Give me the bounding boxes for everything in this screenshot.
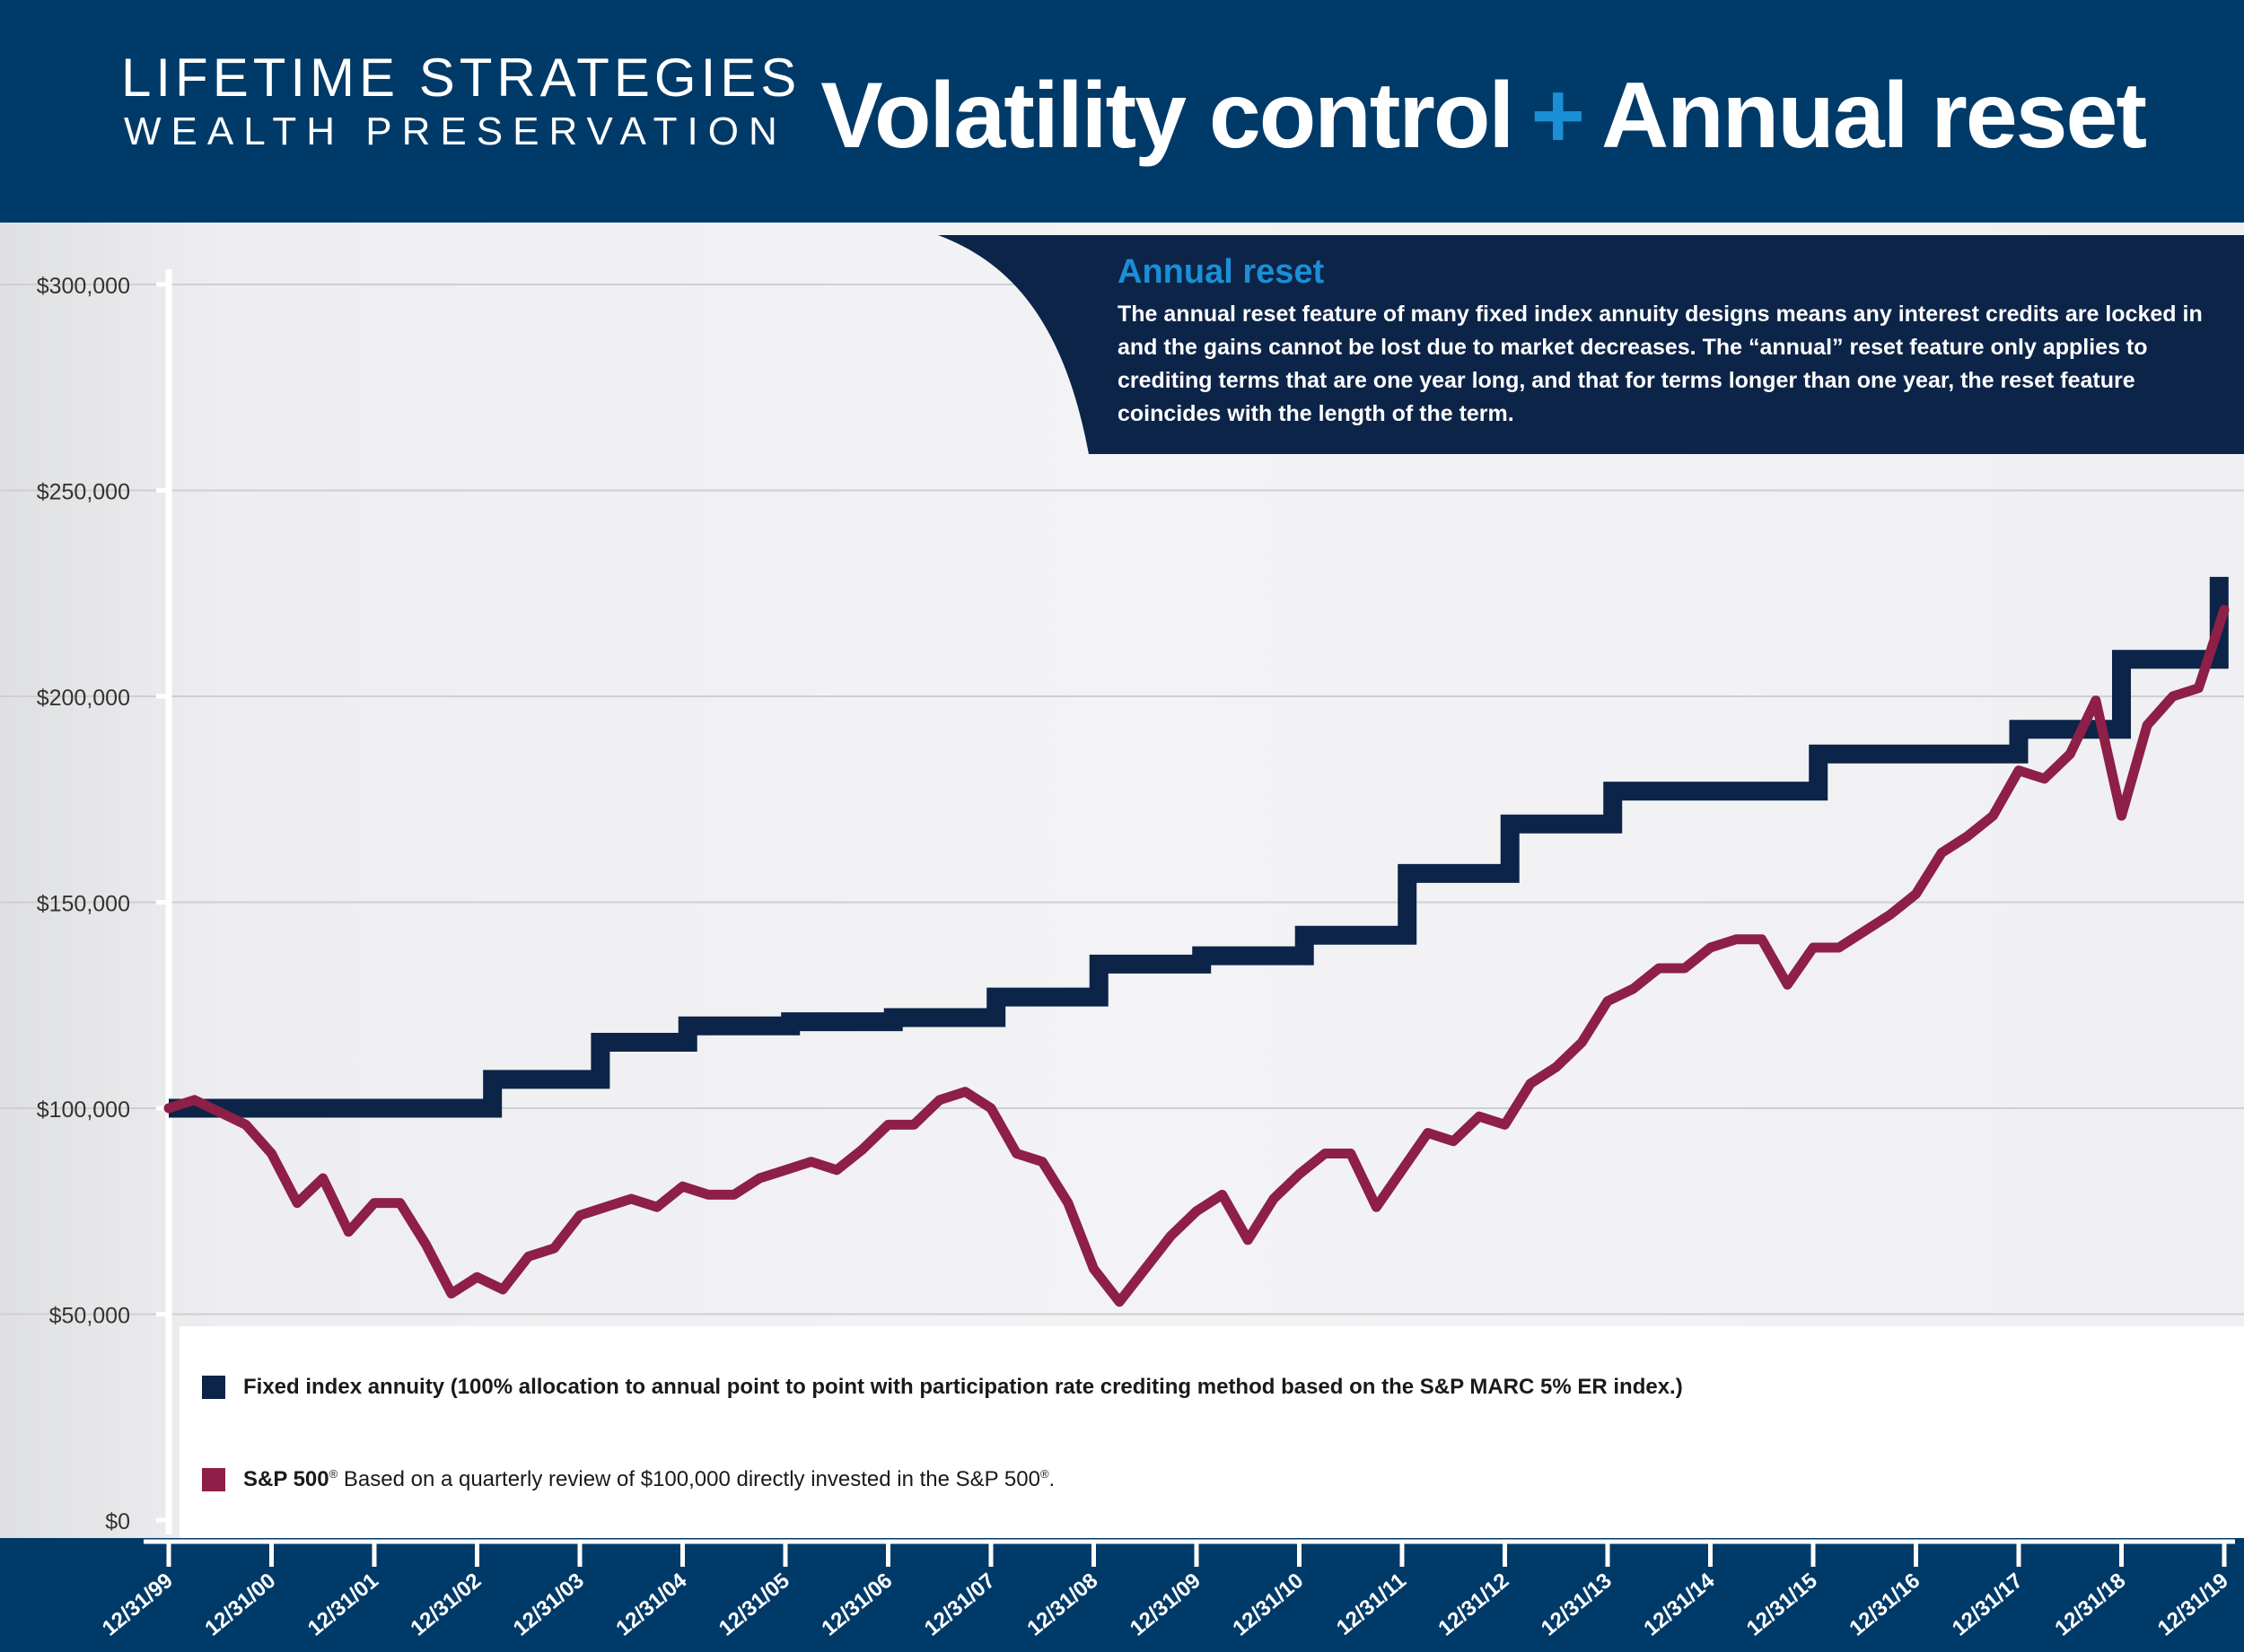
legend-label-fia: Fixed index annuity (100% allocation to … xyxy=(243,1375,1683,1399)
x-tick-label: 12/31/07 xyxy=(920,1569,1000,1641)
y-tick-label: $150,000 xyxy=(37,892,130,917)
series-line-sp500 xyxy=(163,605,2230,1307)
y-tick-label: $0 xyxy=(105,1509,130,1534)
title-part-reset: Annual reset xyxy=(1601,64,2147,168)
header-bar: LIFETIME STRATEGIES WEALTH PRESERVATION … xyxy=(0,0,2244,223)
legend-swatch-sp500 xyxy=(202,1468,225,1491)
x-tick-label: 12/31/04 xyxy=(611,1568,691,1640)
x-tick-label: 12/31/15 xyxy=(1742,1569,1822,1641)
legend-label-sp500: S&P 500® Based on a quarterly review of … xyxy=(243,1467,1055,1492)
legend-item-sp500: S&P 500® Based on a quarterly review of … xyxy=(202,1467,1055,1492)
x-tick-label: 12/31/11 xyxy=(1332,1569,1411,1640)
x-tick-label: 12/31/99 xyxy=(98,1569,178,1641)
legend-swatch-fia xyxy=(202,1376,225,1399)
series xyxy=(163,576,2230,1307)
series-line-fixed-index-annuity xyxy=(169,576,2229,1118)
x-tick-label: 12/31/12 xyxy=(1433,1569,1513,1641)
legend-label-sp500-end-sup: ® xyxy=(1039,1467,1049,1481)
title-plus-sign: + xyxy=(1530,64,1585,168)
y-tick-label: $250,000 xyxy=(37,480,130,505)
legend-item-fia: Fixed index annuity (100% allocation to … xyxy=(202,1375,1683,1400)
axes xyxy=(144,269,2235,1567)
x-tick-label: 12/31/17 xyxy=(1948,1569,2028,1641)
y-tick-label: $100,000 xyxy=(37,1097,130,1123)
x-tick-label: 12/31/08 xyxy=(1022,1569,1102,1641)
x-tick-label: 12/31/00 xyxy=(200,1569,280,1641)
x-tick-label: 12/31/01 xyxy=(303,1569,383,1641)
x-tick-labels: 12/31/99 12/31/00 12/31/01 12/31/02 12/31/03… xyxy=(98,1568,2233,1640)
x-tick-label: 12/31/18 xyxy=(2050,1569,2130,1641)
y-tick-label: $200,000 xyxy=(37,686,130,711)
page-title: Volatility control + Annual reset xyxy=(820,63,2147,170)
brand-name: LIFETIME STRATEGIES xyxy=(121,48,802,108)
x-tick-label: 12/31/14 xyxy=(1639,1568,1719,1640)
x-tick-label: 12/31/06 xyxy=(817,1569,897,1641)
y-tick-label: $300,000 xyxy=(37,274,130,299)
x-tick-label: 12/31/13 xyxy=(1537,1569,1617,1641)
y-tick-label: $50,000 xyxy=(49,1304,130,1329)
x-tick-label: 12/31/03 xyxy=(509,1569,589,1641)
x-tick-label: 12/31/19 xyxy=(2153,1569,2233,1641)
brand-tagline: WEALTH PRESERVATION xyxy=(124,109,787,153)
annual-reset-callout: Annual reset The annual reset feature of… xyxy=(938,235,2244,454)
legend-label-sp500-sup: ® xyxy=(329,1467,338,1481)
x-tick-label: 12/31/09 xyxy=(1126,1569,1205,1641)
legend-label-sp500-end: . xyxy=(1048,1467,1056,1491)
x-tick-label: 12/31/10 xyxy=(1228,1569,1308,1641)
y-tick-labels: $0 $50,000 $100,000 $150,000 $200,000 $250,00… xyxy=(37,274,130,1534)
x-tick-label: 12/31/02 xyxy=(406,1569,486,1641)
legend-label-sp500-bold: S&P 500 xyxy=(243,1467,329,1491)
callout-body: The annual reset feature of many fixed i… xyxy=(1118,302,2203,426)
callout-title: Annual reset xyxy=(1118,253,1325,291)
legend: Fixed index annuity (100% allocation to … xyxy=(180,1326,2244,1538)
x-tick-label: 12/31/05 xyxy=(714,1569,794,1641)
title-part-volatility: Volatility control xyxy=(820,64,1514,168)
x-tick-label: 12/31/16 xyxy=(1845,1569,1924,1641)
legend-label-sp500-text: Based on a quarterly review of $100,000 … xyxy=(337,1467,1040,1491)
